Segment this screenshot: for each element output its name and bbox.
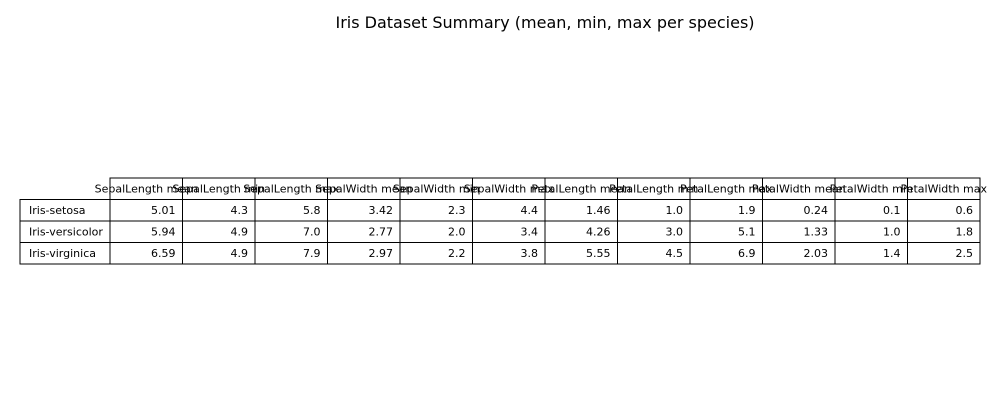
table-value: 6.9 [738,247,756,260]
column-header: PetalWidth min [830,182,913,195]
table-value: 1.8 [956,225,974,238]
column-header: PetalWidth mean [752,182,846,195]
table-value: 2.3 [448,204,466,217]
table-value: 5.8 [303,204,321,217]
table-value: 2.2 [448,247,466,260]
column-header: PetalLength mean [531,182,631,195]
table-value: 0.24 [804,204,829,217]
row-label: Iris-virginica [29,247,96,260]
row-label: Iris-versicolor [29,225,103,238]
column-header: SepalLength mean [95,182,198,195]
column-header: SepalLength max [243,182,339,195]
column-header: PetalWidth max [900,182,987,195]
table-value: 3.8 [521,247,539,260]
table-value: 1.46 [586,204,611,217]
table-value: 5.94 [151,225,176,238]
table-value: 1.9 [738,204,756,217]
table-value: 4.9 [231,247,249,260]
table-value: 0.6 [956,204,974,217]
table-value: 1.0 [666,204,684,217]
table-value: 0.1 [883,204,901,217]
table-value: 3.0 [666,225,684,238]
table-value: 1.0 [883,225,901,238]
column-header: SepalWidth min [393,182,480,195]
table-value: 2.77 [369,225,394,238]
table-cell [907,242,981,265]
table-value: 5.01 [151,204,176,217]
column-header: SepalLength min [172,182,265,195]
column-header: PetalLength min [609,182,698,195]
table-value: 4.26 [586,225,611,238]
table-value: 5.55 [586,247,611,260]
table-value: 2.5 [956,247,974,260]
column-header: SepalWidth mean [315,182,412,195]
table-value: 6.59 [151,247,176,260]
table-value: 7.0 [303,225,321,238]
table-value: 2.0 [448,225,466,238]
row-label: Iris-setosa [29,204,86,217]
column-header: SepalWidth max [464,182,554,195]
table-value: 1.4 [883,247,901,260]
table-value: 7.9 [303,247,321,260]
table-value: 3.4 [521,225,539,238]
table-value: 4.3 [231,204,249,217]
table-value: 3.42 [369,204,394,217]
table-value: 2.97 [369,247,394,260]
table-value: 4.4 [521,204,539,217]
table-value: 2.03 [804,247,829,260]
column-header: PetalLength max [680,182,773,195]
chart-title: Iris Dataset Summary (mean, min, max per… [335,13,755,32]
table-value: 4.5 [666,247,684,260]
table-value: 1.33 [804,225,829,238]
table-value: 5.1 [738,225,756,238]
table-value: 4.9 [231,225,249,238]
